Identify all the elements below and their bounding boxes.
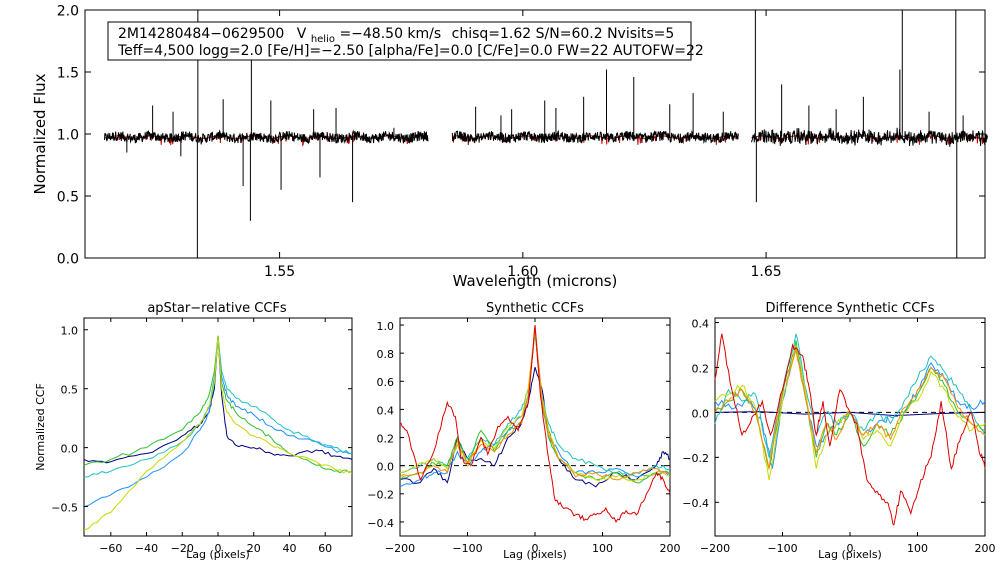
y-tick-label: −0.2 xyxy=(682,452,709,465)
x-tick-label: 60 xyxy=(318,542,332,555)
ccf-visit-4 xyxy=(399,327,671,484)
ccf-visit-7 xyxy=(714,333,986,526)
ccf-visit-3 xyxy=(399,332,671,475)
x-tick-label: 200 xyxy=(975,542,996,555)
ccf-visit-6 xyxy=(714,349,986,469)
x-tick-label: 1.60 xyxy=(507,264,538,280)
difference-ccf-series xyxy=(714,333,986,526)
info-line-2: Teff=4,500 logg=2.0 [Fe/H]=−2.50 [alpha/… xyxy=(117,43,704,59)
ccf-visit-2 xyxy=(83,335,353,507)
y-tick-label: 0.0 xyxy=(377,461,395,474)
difference-ccf-ticks: −200 −100 0 100 200 −0.4 −0.2 0.0 0.2 0.4 xyxy=(682,317,995,555)
y-tick-label: 0.6 xyxy=(377,376,395,389)
ccf-visit-6 xyxy=(399,324,670,481)
synthetic-ccf-series xyxy=(399,324,671,523)
spectrum-ticks: 1.55 1.60 1.65 0.0 0.5 1.0 1.5 2.0 xyxy=(57,4,985,280)
x-tick-label: −200 xyxy=(385,542,415,555)
y-tick-label: 0.5 xyxy=(61,384,79,397)
x-tick-label: 0 xyxy=(847,542,854,555)
info-line-1: 2M14280484−0629500 V helio =−48.50 km/s … xyxy=(118,26,674,46)
spectrum-panel: 1.55 1.60 1.65 0.0 0.5 1.0 1.5 2.0 Wavelength (… xyxy=(31,4,988,290)
synthetic-ccf-ticks: −200 −100 0 100 200 −0.4 −0.2 0.0 0.2 0.4 0.6 0.8 1.… xyxy=(367,318,681,555)
spectrum-xlabel: Wavelength (microns) xyxy=(453,272,618,290)
ccf-visit-4 xyxy=(714,340,986,471)
y-tick-label: 0.4 xyxy=(377,404,395,417)
x-tick-label: 20 xyxy=(247,542,261,555)
synthetic-ccf-xlabel: Lag (pixels) xyxy=(503,548,567,561)
apstar-ccf-panel: apStar−relative CCFs −60 −40 −20 0 20 40 60 −0.… xyxy=(34,301,353,561)
apstar-ccf-series xyxy=(83,335,353,531)
y-tick-label: −0.4 xyxy=(682,497,709,510)
x-tick-label: 200 xyxy=(660,542,681,555)
synthetic-ccf-title: Synthetic CCFs xyxy=(486,301,584,316)
synthetic-ccf-panel: Synthetic CCFs −200 −100 0 100 200 −0.4 −0.2 0.… xyxy=(367,301,680,561)
y-tick-label: 0.5 xyxy=(57,190,79,206)
x-tick-label: −40 xyxy=(135,542,158,555)
apstar-ccf-ticks: −60 −40 −20 0 20 40 60 −0.5 0.0 0.5 1.0 xyxy=(51,318,352,555)
ccf-visit-1 xyxy=(83,335,353,464)
observed-spectrum-segment xyxy=(104,129,429,145)
y-tick-label: 0.2 xyxy=(692,362,710,375)
x-tick-label: −100 xyxy=(452,542,482,555)
y-tick-label: −0.2 xyxy=(367,489,394,502)
ccf-visit-2 xyxy=(714,344,986,469)
apstar-ccf-frame xyxy=(83,317,353,537)
y-tick-label: 0.0 xyxy=(692,407,710,420)
fit-stats: chisq=1.62 S/N=60.2 Nvisits=5 xyxy=(452,26,675,42)
y-tick-label: 0.2 xyxy=(377,432,395,445)
x-tick-label: −200 xyxy=(700,542,730,555)
x-tick-label: 1.55 xyxy=(264,264,295,280)
v-helio-value: =−48.50 km/s xyxy=(339,26,441,42)
apstar-ccf-title: apStar−relative CCFs xyxy=(147,301,287,316)
info-box-frame xyxy=(107,21,692,61)
observed-spectrum-segment xyxy=(451,129,739,144)
y-tick-label: 1.0 xyxy=(61,325,79,338)
info-box: 2M14280484−0629500 V helio =−48.50 km/s … xyxy=(107,21,704,61)
y-tick-label: 1.5 xyxy=(57,66,79,82)
x-tick-label: −20 xyxy=(171,542,194,555)
x-tick-label: −100 xyxy=(767,542,797,555)
x-tick-label: 0 xyxy=(215,542,222,555)
y-tick-label: 2.0 xyxy=(57,4,79,20)
ccf-visit-5 xyxy=(83,335,353,531)
ccf-visit-5 xyxy=(399,332,671,482)
difference-ccf-xlabel: Lag (pixels) xyxy=(818,548,882,561)
y-tick-label: 1.0 xyxy=(377,320,395,333)
y-tick-label: 0.8 xyxy=(377,348,395,361)
spectrum-ylabel: Normalized Flux xyxy=(31,73,49,194)
difference-ccf-panel: Difference Synthetic CCFs −200 −100 0 100 20… xyxy=(682,301,995,561)
y-tick-label: 0.0 xyxy=(57,252,79,268)
ccf-visit-3 xyxy=(83,335,353,478)
y-tick-label: 1.0 xyxy=(57,128,79,144)
x-tick-label: 100 xyxy=(907,542,928,555)
v-helio-subscript: helio xyxy=(311,34,335,45)
y-tick-label: 0.4 xyxy=(692,317,710,330)
y-tick-label: 0.0 xyxy=(61,443,79,456)
x-tick-label: 100 xyxy=(592,542,613,555)
x-tick-label: −60 xyxy=(99,542,122,555)
spectrum-series xyxy=(104,10,988,258)
x-tick-label: 0 xyxy=(532,542,539,555)
ccf-visit-3 xyxy=(714,333,986,458)
difference-ccf-title: Difference Synthetic CCFs xyxy=(765,301,934,316)
difference-ccf-frame xyxy=(714,317,986,537)
ccf-visit-7 xyxy=(399,324,671,523)
apstar-ccf-xlabel: Lag (pixels) xyxy=(186,548,250,561)
x-tick-label: 1.65 xyxy=(750,264,781,280)
x-tick-label: 40 xyxy=(282,542,296,555)
apstar-ccf-ylabel: Normalized CCF xyxy=(34,383,47,471)
star-id: 2M14280484−0629500 xyxy=(118,26,284,42)
observed-spectrum-segment xyxy=(751,127,988,147)
v-helio-prefix: V xyxy=(297,26,307,42)
y-tick-label: −0.5 xyxy=(51,501,78,514)
y-tick-label: −0.4 xyxy=(367,517,394,530)
